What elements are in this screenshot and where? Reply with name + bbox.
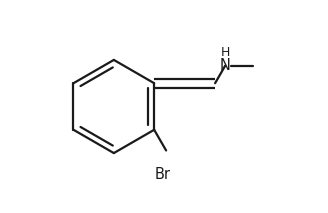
Text: N: N (220, 58, 231, 73)
Text: Br: Br (154, 167, 171, 182)
Text: H: H (220, 46, 230, 59)
